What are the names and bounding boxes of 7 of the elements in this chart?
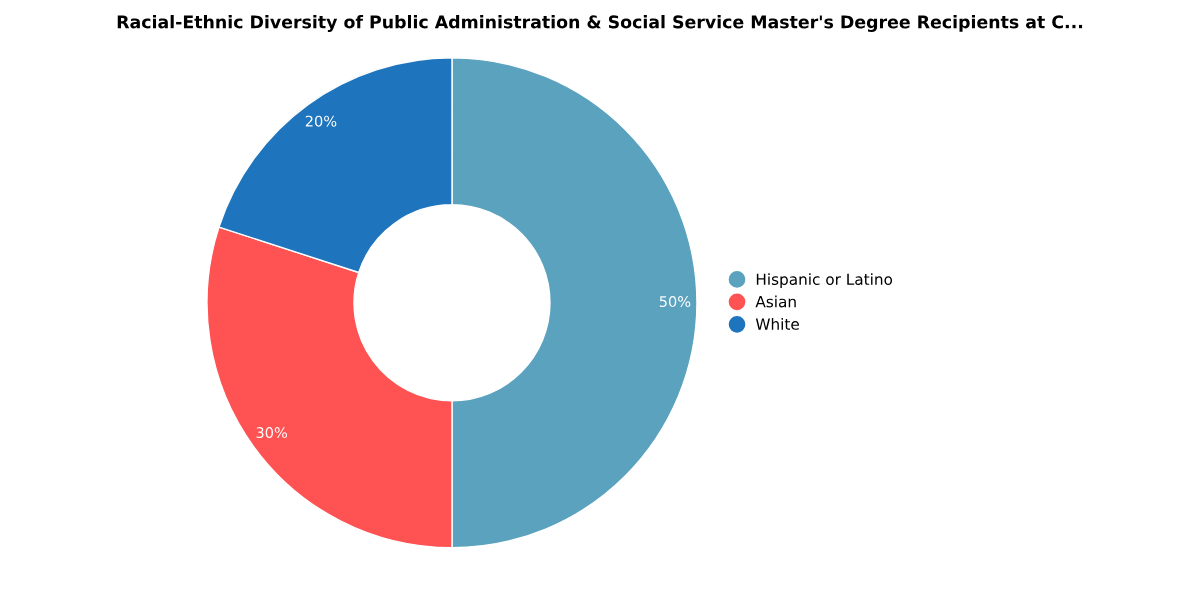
data-label: 30%	[256, 427, 288, 439]
chart-title: Racial-Ethnic Diversity of Public Administration & Social Service Master's Degree Recipients at C...	[117, 15, 1083, 32]
data-label: 20%	[305, 115, 337, 127]
data-label: 50%	[659, 295, 691, 308]
legend-label: Hispanic or Latino	[756, 273, 893, 288]
legend-label: Asian	[755, 295, 796, 308]
legend-label: White	[755, 318, 799, 330]
